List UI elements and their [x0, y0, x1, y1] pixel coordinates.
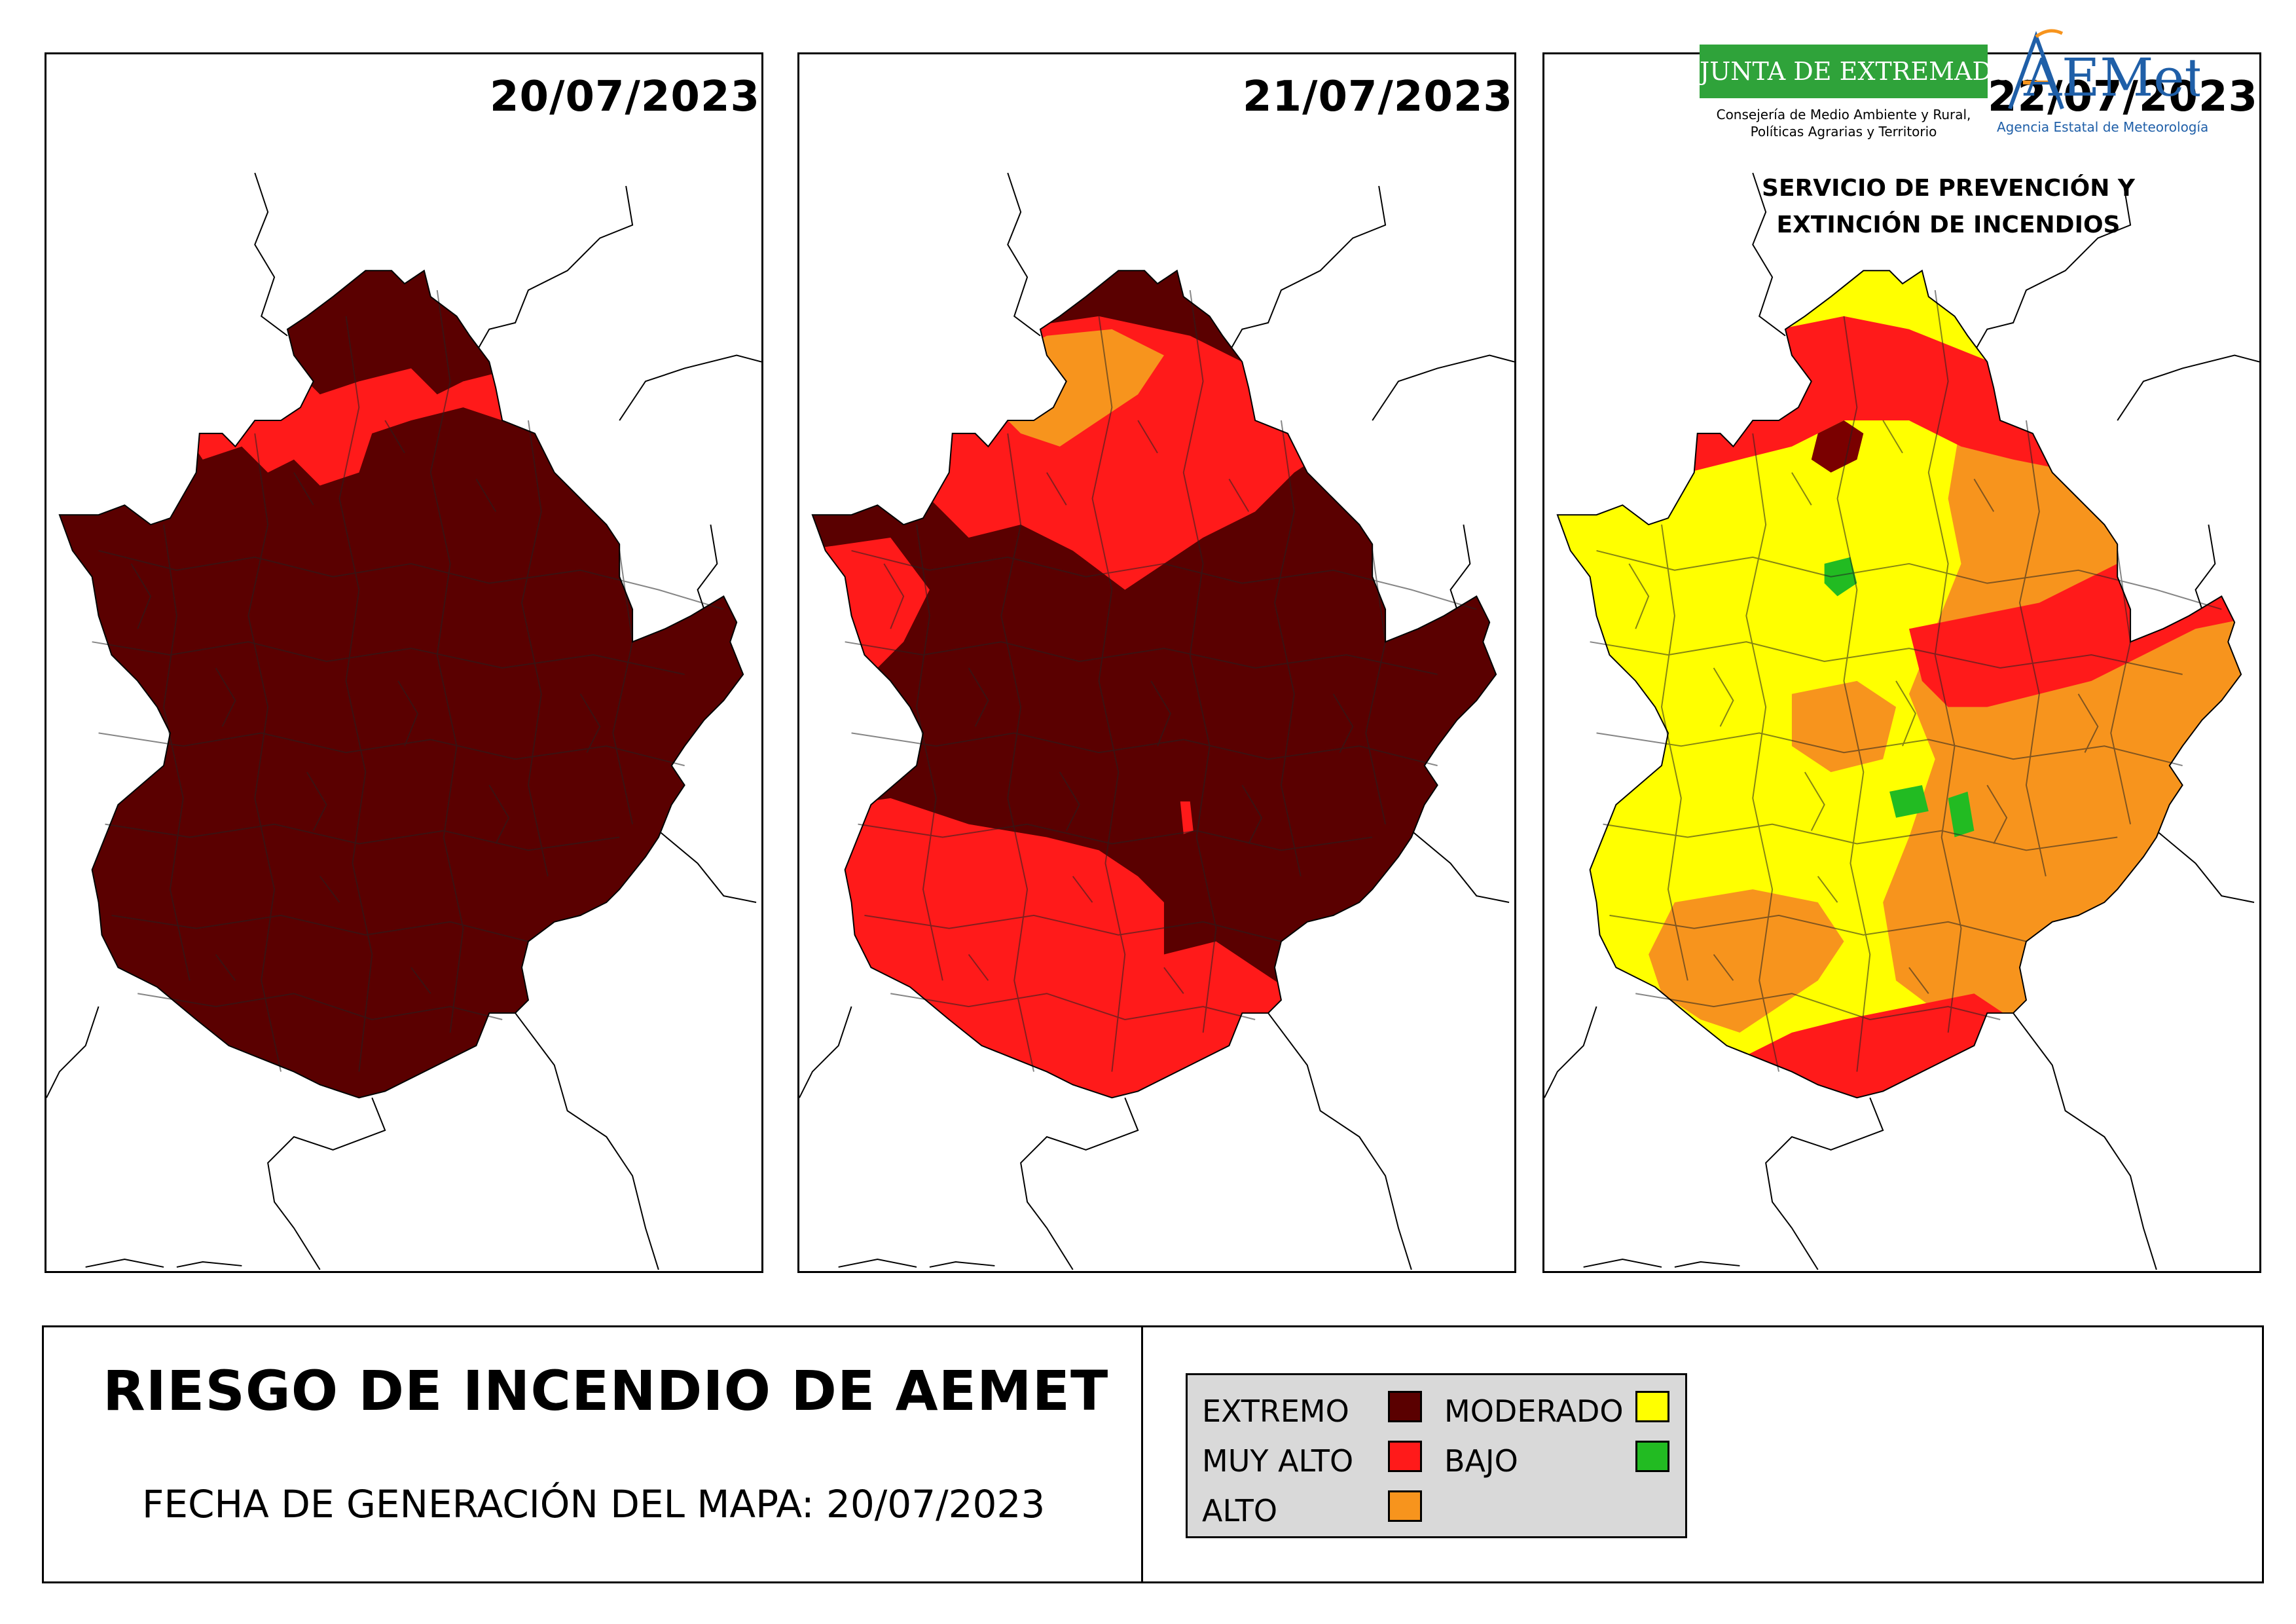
legend-swatch-moderado [1635, 1391, 1669, 1422]
risk-map-1-svg [46, 172, 761, 1270]
junta-extremadura-logo: JUNTA DE EXTREMADURA [1700, 45, 2050, 98]
generation-date: FECHA DE GENERACIÓN DEL MAPA: 20/07/2023 [142, 1482, 1046, 1526]
junta-subtitle-line-1: Consejería de Medio Ambiente y Rural, [1716, 107, 1971, 122]
map-date: 21/07/2023 [1241, 73, 1514, 121]
risk-map-3-svg [1544, 172, 2259, 1270]
footer-divider [1141, 1327, 1143, 1581]
legend-swatch-muy-alto [1388, 1441, 1422, 1472]
service-line-2: EXTINCIÓN DE INCENDIOS [1776, 212, 2121, 238]
junta-subtitle-line-2: Políticas Agrarias y Territorio [1750, 124, 1937, 139]
legend-swatch-bajo [1635, 1441, 1669, 1472]
risk-map-2-svg [799, 172, 1514, 1270]
zone-alto-center [1791, 680, 1897, 773]
map-footer: RIESGO DE INCENDIO DE AEMET FECHA DE GEN… [42, 1325, 2264, 1583]
zone-bajo-center-2 [1948, 791, 1975, 838]
zone-extremo [812, 270, 1497, 1098]
zone-muy-alto-spot [1180, 801, 1194, 834]
legend-label-alto: ALTO [1202, 1493, 1278, 1528]
zone-extremo [59, 270, 744, 1098]
junta-subtitle: Consejería de Medio Ambiente y Rural, Po… [1700, 106, 1988, 140]
map-title: RIESGO DE INCENDIO DE AEMET [103, 1359, 1109, 1423]
zone-muy-alto-spot [2098, 928, 2131, 994]
service-name: SERVICIO DE PREVENCIÓN Y EXTINCIÓN DE IN… [1700, 170, 2197, 244]
zone-bajo-center [1889, 784, 1929, 818]
risk-map-day-1: 20/07/2023 [45, 52, 763, 1273]
service-line-1: SERVICIO DE PREVENCIÓN Y [1762, 175, 2135, 202]
legend-swatch-extremo [1388, 1391, 1422, 1422]
legend-label-muy-alto: MUY ALTO [1202, 1443, 1354, 1479]
risk-legend: EXTREMO MUY ALTO ALTO MODERADO BAJO [1186, 1373, 1687, 1538]
zone-muy-alto-south [812, 798, 1373, 1098]
zone-extremo-spot-2 [2104, 401, 2138, 447]
risk-map-day-3: 22/07/2023 [1542, 52, 2261, 1273]
legend-label-bajo: BAJO [1444, 1443, 1518, 1479]
zone-alto-southwest [1649, 889, 1844, 1033]
zone-extremo-spot [1811, 420, 1864, 473]
aemet-logo-text: AEMet [2023, 47, 2200, 108]
aemet-subtitle: Agencia Estatal de Meteorología [1997, 119, 2209, 135]
legend-swatch-alto [1388, 1490, 1422, 1522]
legend-label-moderado: MODERADO [1444, 1393, 1624, 1429]
legend-label-extremo: EXTREMO [1202, 1393, 1349, 1429]
map-date: 20/07/2023 [488, 73, 761, 121]
risk-map-day-2: 21/07/2023 [797, 52, 1516, 1273]
zone-bajo-north [1824, 557, 1857, 597]
aemet-logo: AEMet [2008, 29, 2200, 110]
